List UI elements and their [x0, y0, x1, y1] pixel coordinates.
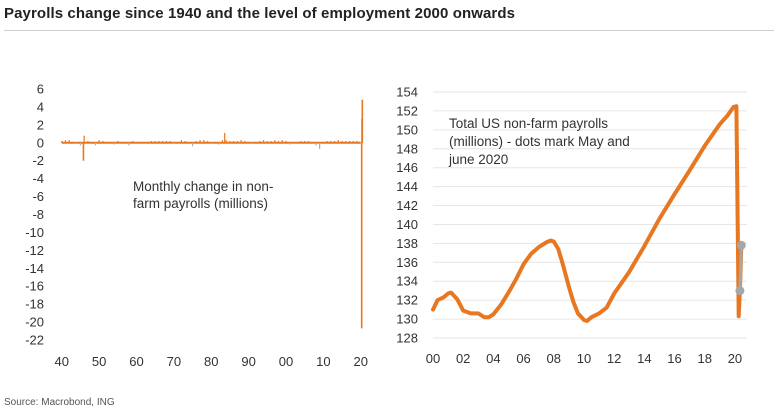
x-tick-label: 10	[316, 354, 330, 369]
x-tick-label: 20	[354, 354, 368, 369]
chart-annotation: Monthly change in non-	[133, 179, 273, 194]
y-tick-label: 142	[396, 198, 418, 213]
y-tick-label: -12	[25, 243, 44, 258]
x-tick-label: 06	[516, 351, 530, 366]
y-tick-label: 138	[396, 236, 418, 251]
y-tick-label: -6	[32, 189, 44, 204]
y-tick-label: 2	[37, 117, 44, 132]
x-tick-label: 16	[667, 351, 681, 366]
y-tick-label: -10	[25, 225, 44, 240]
y-tick-label: 150	[396, 122, 418, 137]
y-tick-label: 152	[396, 103, 418, 118]
x-tick-label: 08	[547, 351, 561, 366]
y-tick-label: 140	[396, 217, 418, 232]
y-tick-label: 148	[396, 141, 418, 156]
y-tick-label: 132	[396, 293, 418, 308]
month-marker-dot	[736, 240, 746, 250]
month-marker-dot	[735, 286, 745, 296]
payrolls-line	[431, 104, 744, 323]
y-tick-label: 154	[396, 85, 418, 100]
y-tick-label: 6	[37, 82, 44, 97]
page-title: Payrolls change since 1940 and the level…	[4, 5, 516, 22]
chart-annotation: (millions) - dots mark May and	[449, 134, 630, 149]
y-tick-label: 144	[396, 179, 418, 194]
y-tick-label: 130	[396, 312, 418, 327]
y-tick-label: -14	[25, 261, 44, 276]
y-tick-label: -2	[32, 153, 44, 168]
y-tick-label: 4	[37, 99, 44, 114]
x-tick-label: 14	[637, 351, 651, 366]
y-tick-label: -4	[32, 171, 44, 186]
y-tick-label: 0	[37, 135, 44, 150]
total-payrolls-chart: 154 152 150 148 146 144 142 140 138 136 134 132 130 1…	[396, 85, 747, 366]
chart-annotation: june 2020	[448, 152, 508, 167]
x-tick-label: 60	[129, 354, 143, 369]
y-tick-label: -22	[25, 333, 44, 348]
y-tick-label: -20	[25, 315, 44, 330]
x-tick-label: 00	[426, 351, 440, 366]
marker-connector	[738, 245, 743, 291]
x-tick-label: 20	[728, 351, 742, 366]
x-tick-label: 40	[55, 354, 69, 369]
y-tick-label: 146	[396, 160, 418, 175]
x-tick-label: 00	[279, 354, 293, 369]
source-note: Source: Macrobond, ING	[4, 397, 115, 408]
y-tick-label: 134	[396, 274, 418, 289]
title-divider	[4, 30, 774, 31]
x-tick-label: 70	[167, 354, 181, 369]
x-tick-label: 18	[697, 351, 711, 366]
y-tick-label: -16	[25, 279, 44, 294]
x-tick-label: 04	[486, 351, 500, 366]
chart-annotation: farm payrolls (millions)	[133, 196, 268, 211]
y-tick-label: -18	[25, 297, 44, 312]
x-tick-label: 10	[577, 351, 591, 366]
chart-annotation: Total US non-farm payrolls	[449, 116, 608, 131]
x-tick-label: 80	[204, 354, 218, 369]
chart-panel-monthly-change: 6 4 2 0 -2 -4 -6 -8 -10 -12 -14 -16 -18 -20 -22 40 50 60 7…	[18, 66, 373, 386]
x-tick-label: 90	[241, 354, 255, 369]
y-tick-label: 136	[396, 255, 418, 270]
x-tick-label: 12	[607, 351, 621, 366]
y-tick-label: -8	[32, 207, 44, 222]
x-tick-label: 02	[456, 351, 470, 366]
chart-panel-total-payrolls: 154 152 150 148 146 144 142 140 138 136 134 132 130 1…	[385, 66, 760, 386]
x-tick-label: 50	[92, 354, 106, 369]
y-tick-label: 128	[396, 331, 418, 346]
